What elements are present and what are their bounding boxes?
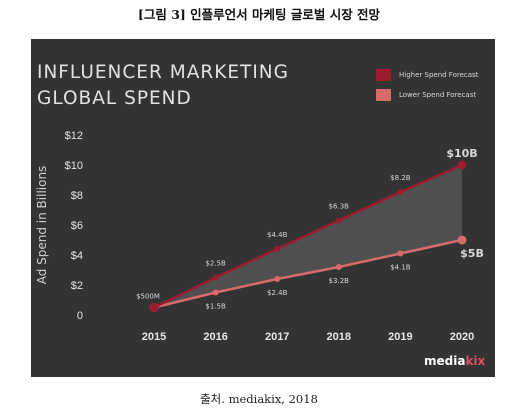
series-line-lower: [153, 238, 463, 309]
data-label-higher: $4.4B: [267, 231, 288, 239]
y-tick-label: $4: [71, 250, 83, 262]
x-tick-label: 2015: [142, 331, 166, 343]
legend-swatch-higher: [376, 69, 391, 81]
chart-title-line-1: INFLUENCER MARKETING: [37, 62, 289, 83]
chart-plot: 0 $2 $4 $6 $8 $10 $12 Ad Spend in Billions 2015 2…: [35, 130, 484, 343]
data-label-lower: $1.5B: [205, 303, 226, 311]
data-point-lower: [457, 235, 467, 245]
y-tick-label: 0: [77, 310, 83, 322]
y-tick-label: $8: [71, 190, 83, 202]
data-point-lower: [397, 250, 404, 257]
x-tick-label: 2017: [265, 331, 289, 343]
legend-label-lower: Lower Spend Forecast: [399, 91, 477, 99]
x-tick-label: 2016: [203, 331, 227, 343]
y-tick-label: $6: [71, 220, 83, 232]
chart-panel: INFLUENCER MARKETING GLOBAL SPEND Higher…: [31, 39, 495, 377]
data-label-higher: $2.5B: [205, 260, 226, 268]
data-point-higher: [212, 274, 219, 281]
data-point-higher: [397, 189, 404, 195]
data-point-higher: [274, 246, 281, 252]
series-line-higher: [153, 163, 463, 309]
y-tick-label: $2: [71, 280, 83, 292]
legend-item-higher: Higher Spend Forecast: [376, 69, 478, 81]
data-point-lower: [274, 276, 281, 282]
data-label-lower: $2.4B: [267, 289, 288, 297]
x-tick-label: 2018: [327, 331, 351, 343]
data-point-higher: [149, 303, 159, 312]
data-point-higher: [335, 217, 342, 224]
data-label-lower: $5B: [460, 247, 484, 260]
source-note: 출처. mediakix, 2018: [200, 392, 318, 406]
y-tick-label: $12: [65, 130, 83, 142]
figure-caption: [그림 3] 인플루언서 마케팅 글로벌 시장 전망: [137, 7, 381, 22]
x-tick-label: 2019: [388, 331, 412, 343]
y-tick-label: $10: [65, 160, 83, 172]
legend-label-higher: Higher Spend Forecast: [399, 71, 479, 79]
legend-swatch-lower: [376, 89, 391, 101]
data-point-lower: [212, 289, 219, 296]
x-tick-label: 2020: [450, 331, 474, 343]
y-axis-label: Ad Spend in Billions: [35, 166, 49, 285]
data-point-lower: [335, 264, 342, 270]
data-point-higher: [457, 160, 467, 170]
mediakix-logo: mediakix: [424, 354, 486, 368]
data-label-lower: $3.2B: [329, 277, 350, 285]
legend-item-lower: Lower Spend Forecast: [376, 89, 476, 101]
data-label-higher: $10B: [446, 147, 477, 160]
chart-title-line-2: GLOBAL SPEND: [37, 88, 192, 109]
data-label-higher: $8.2B: [390, 174, 411, 182]
forecast-range-area: [154, 165, 462, 308]
data-label-higher: $500M: [136, 293, 160, 301]
data-label-lower: $4.1B: [390, 264, 411, 272]
data-label-higher: $6.3B: [329, 203, 350, 211]
